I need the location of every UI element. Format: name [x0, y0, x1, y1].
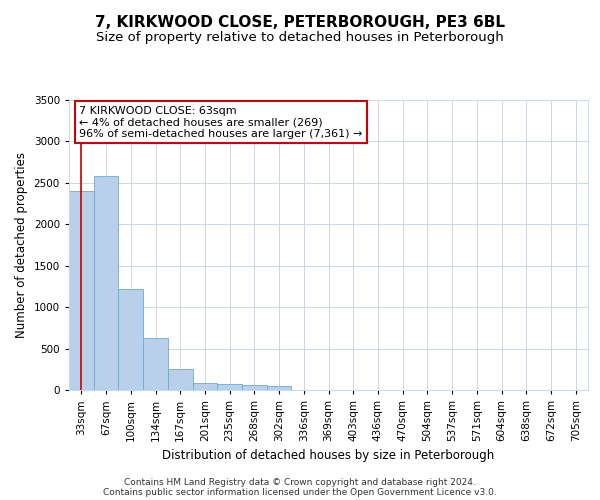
- Y-axis label: Number of detached properties: Number of detached properties: [15, 152, 28, 338]
- X-axis label: Distribution of detached houses by size in Peterborough: Distribution of detached houses by size …: [163, 450, 494, 462]
- Bar: [143, 338, 168, 390]
- Bar: [94, 176, 118, 390]
- Bar: [193, 382, 217, 390]
- Text: 7, KIRKWOOD CLOSE, PETERBOROUGH, PE3 6BL: 7, KIRKWOOD CLOSE, PETERBOROUGH, PE3 6BL: [95, 15, 505, 30]
- Text: Size of property relative to detached houses in Peterborough: Size of property relative to detached ho…: [96, 31, 504, 44]
- Text: Contains HM Land Registry data © Crown copyright and database right 2024.
Contai: Contains HM Land Registry data © Crown c…: [103, 478, 497, 497]
- Bar: [118, 289, 143, 390]
- Bar: [267, 386, 292, 390]
- Text: 7 KIRKWOOD CLOSE: 63sqm
← 4% of detached houses are smaller (269)
96% of semi-de: 7 KIRKWOOD CLOSE: 63sqm ← 4% of detached…: [79, 106, 363, 139]
- Bar: [69, 191, 94, 390]
- Bar: [217, 384, 242, 390]
- Bar: [242, 385, 267, 390]
- Bar: [168, 370, 193, 390]
